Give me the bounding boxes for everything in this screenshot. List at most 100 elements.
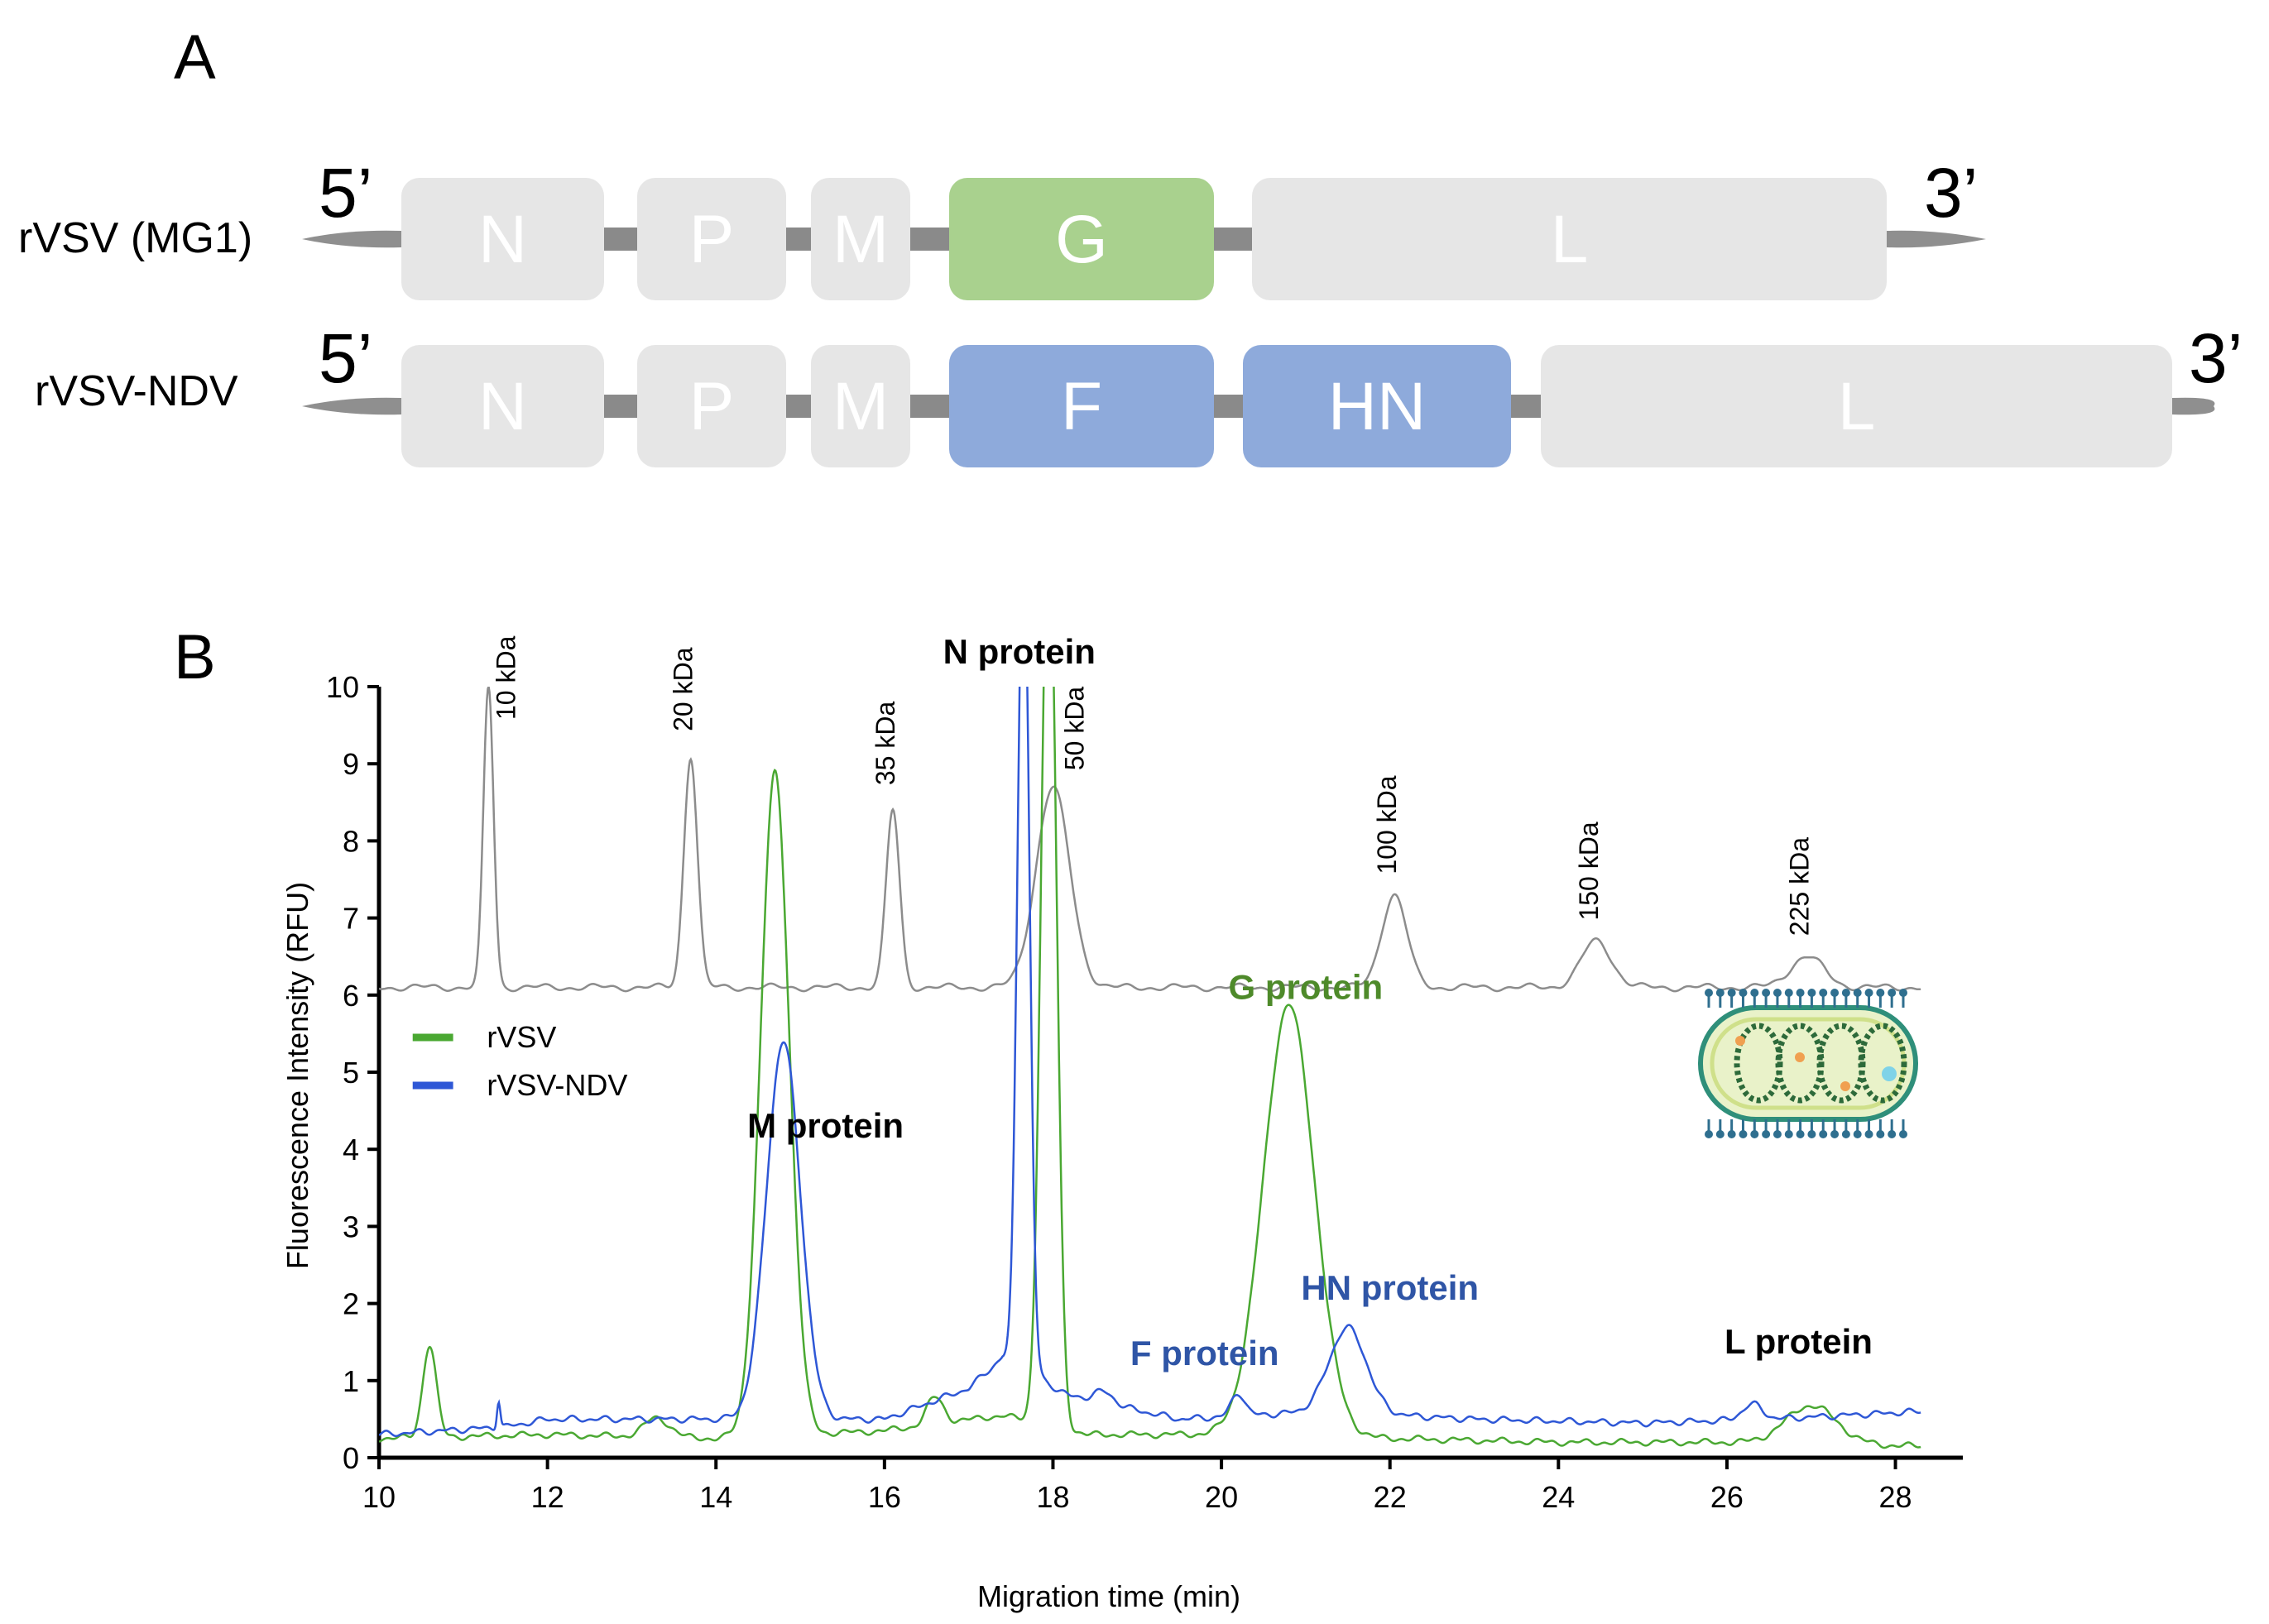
five-prime-label: 5’ (319, 154, 372, 232)
y-axis-title: Fluorescence Intensity (RFU) (281, 882, 314, 1269)
protein-annotation: G protein (1229, 967, 1384, 1006)
virion-spike-head (1853, 1130, 1862, 1138)
virion-spike-head (1819, 1130, 1828, 1138)
gene-block (811, 178, 910, 300)
virion-spike-head (1876, 1130, 1885, 1138)
virion-protein-dot (1795, 1052, 1805, 1062)
ladder-size-label: 225 kDa (1785, 837, 1815, 936)
virion-spike-head (1796, 1130, 1805, 1138)
x-tick-label: 14 (699, 1480, 732, 1514)
virion-protein-dot (1840, 1081, 1850, 1091)
virion-polymerase (1882, 1066, 1897, 1081)
gene-label: P (689, 202, 735, 277)
gene-block (949, 345, 1214, 467)
intergenic-linker (1214, 395, 1243, 418)
virion-spike-head (1888, 989, 1897, 997)
virion-envelope (1698, 1005, 1918, 1122)
gene-block (401, 178, 604, 300)
intergenic-linker (604, 228, 637, 251)
construct-name: rVSV (MG1) (18, 214, 252, 262)
virion-spike-head (1750, 1130, 1759, 1138)
ladder-size-label: 35 kDa (871, 702, 900, 786)
virion-spike-head (1739, 989, 1748, 997)
virion-spike-head (1796, 989, 1805, 997)
virion-spike-head (1727, 989, 1736, 997)
intergenic-linker (786, 228, 811, 251)
gene-label: N (478, 202, 527, 277)
virion-spike-head (1899, 1130, 1907, 1138)
legend-label: rVSV-NDV (487, 1068, 627, 1102)
intergenic-linker (910, 228, 949, 251)
virion-spike-head (1899, 989, 1907, 997)
protein-annotation: F protein (1130, 1334, 1279, 1372)
virion-icon (1698, 989, 1918, 1138)
virion-spike-head (1762, 989, 1771, 997)
protein-annotation: M protein (747, 1106, 904, 1145)
ladder-size-label: 10 kDa (491, 635, 520, 720)
protein-annotation: N protein (943, 632, 1096, 671)
legend-label: rVSV (487, 1020, 556, 1054)
x-tick-label: 10 (362, 1480, 396, 1514)
gene-label: F (1061, 369, 1102, 444)
series-line-rvsv (379, 687, 1921, 1449)
gene-label: P (689, 369, 735, 444)
ladder-size-label: 100 kDa (1372, 775, 1402, 874)
virion-spike-head (1864, 989, 1873, 997)
legend: rVSV rVSV-NDV (412, 1020, 627, 1102)
three-prime-tail (2172, 397, 2215, 415)
virion-spike-head (1715, 989, 1725, 997)
x-tick-label: 18 (1036, 1480, 1069, 1514)
virion-spike-head (1864, 1130, 1873, 1138)
y-tick-label: 6 (343, 979, 359, 1013)
three-prime-label: 3’ (1924, 154, 1978, 232)
x-tick-label: 20 (1205, 1480, 1238, 1514)
x-tick-label: 28 (1879, 1480, 1912, 1514)
virion-spike-head (1888, 1130, 1897, 1138)
virion-rnp-coil (1734, 1023, 1783, 1104)
y-tick-label: 0 (343, 1441, 359, 1475)
panel-b: B Fluorescence Intensity (RFU) Migration… (174, 622, 1963, 1613)
y-tick-label: 10 (326, 670, 359, 704)
intergenic-linker (604, 395, 637, 418)
gene-label: HN (1328, 369, 1426, 444)
three-prime-label: 3’ (2189, 319, 2243, 397)
y-tick-label: 9 (343, 747, 359, 781)
x-tick-label: 22 (1374, 1480, 1407, 1514)
y-tick-label: 2 (343, 1287, 359, 1321)
five-prime-tail (302, 397, 401, 415)
virion-spike-head (1705, 989, 1713, 997)
virion-rnp-coil (1816, 1023, 1866, 1104)
gene-block (637, 345, 786, 467)
ladder-trace (379, 687, 1921, 993)
x-tick-label: 24 (1542, 1480, 1575, 1514)
virion-spike-head (1784, 989, 1793, 997)
virion-spike-head (1715, 1130, 1725, 1138)
gene-label: L (1838, 369, 1876, 444)
three-prime-tail (1887, 230, 1986, 248)
intergenic-linker (786, 395, 811, 418)
gene-block (811, 345, 910, 467)
panel-b-label: B (174, 622, 216, 692)
virion-spike-head (1807, 1130, 1816, 1138)
y-tick-label: 7 (343, 902, 359, 936)
virion-spike-head (1773, 989, 1782, 997)
five-prime-tail (302, 230, 401, 248)
virion-spike-head (1841, 989, 1850, 997)
x-tick-label: 16 (868, 1480, 901, 1514)
series-line-rvsv-ndv (379, 687, 1921, 1438)
virion-spike-head (1830, 989, 1840, 997)
virion-spike-head (1739, 1130, 1748, 1138)
five-prime-label: 5’ (319, 319, 372, 397)
virion-spike-head (1762, 1130, 1771, 1138)
y-tick-label: 1 (343, 1364, 359, 1398)
virion-spike-head (1727, 1130, 1736, 1138)
virion-spike-head (1876, 989, 1885, 997)
virion-spike-head (1830, 1130, 1840, 1138)
gene-label: N (478, 369, 527, 444)
gene-label: M (832, 202, 889, 277)
intergenic-linker (1214, 228, 1252, 251)
virion-spike-head (1705, 1130, 1713, 1138)
gene-label: M (832, 369, 889, 444)
construct-row-rvsv-mg1: rVSV (MG1) 5’ 3’ N P M G L (18, 154, 1986, 300)
